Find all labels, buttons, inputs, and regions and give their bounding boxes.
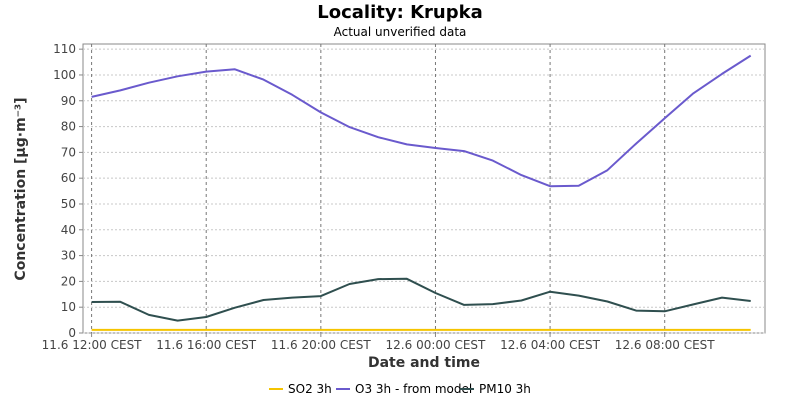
y-tick-label: 20 [61, 274, 76, 288]
y-tick-label: 0 [68, 326, 76, 340]
y-tick-label: 80 [61, 120, 76, 134]
y-tick-label: 70 [61, 145, 76, 159]
y-axis-ticks: 0 10 20 30 40 50 60 70 80 90 100 110 [53, 42, 83, 340]
x-tick-label: 11.6 20:00 CEST [271, 338, 372, 352]
x-tick-label: 12.6 00:00 CEST [386, 338, 487, 352]
series-line [91, 277, 751, 322]
y-tick-label: 100 [53, 68, 76, 82]
legend-label: O3 3h - from model [355, 382, 472, 396]
legend: SO2 3h O3 3h - from model PM10 3h [269, 382, 531, 396]
y-tick-label: 10 [61, 300, 76, 314]
series-lines [91, 54, 752, 331]
chart-title: Locality: Krupka [317, 2, 482, 23]
chart-subtitle: Actual unverified data [334, 25, 467, 39]
y-tick-label: 90 [61, 94, 76, 108]
x-axis-label: Date and time [368, 355, 480, 371]
series-line [91, 54, 752, 188]
y-tick-label: 110 [53, 42, 76, 56]
grid-lines [83, 44, 765, 334]
plot-area [82, 43, 766, 334]
x-tick-label: 11.6 16:00 CEST [156, 338, 257, 352]
x-tick-label: 11.6 12:00 CEST [42, 338, 143, 352]
x-axis-ticks: 11.6 12:00 CEST 11.6 16:00 CEST 11.6 20:00… [42, 333, 716, 352]
legend-label: PM10 3h [479, 382, 531, 396]
legend-label: SO2 3h [288, 382, 332, 396]
y-tick-label: 40 [61, 223, 76, 237]
y-tick-label: 30 [61, 249, 76, 263]
y-tick-label: 60 [61, 171, 76, 185]
x-tick-label: 12.6 08:00 CEST [615, 338, 716, 352]
y-tick-label: 50 [61, 197, 76, 211]
x-tick-label: 12.6 04:00 CEST [500, 338, 601, 352]
y-axis-label: Concentration [µg·m⁻³] [13, 97, 29, 280]
